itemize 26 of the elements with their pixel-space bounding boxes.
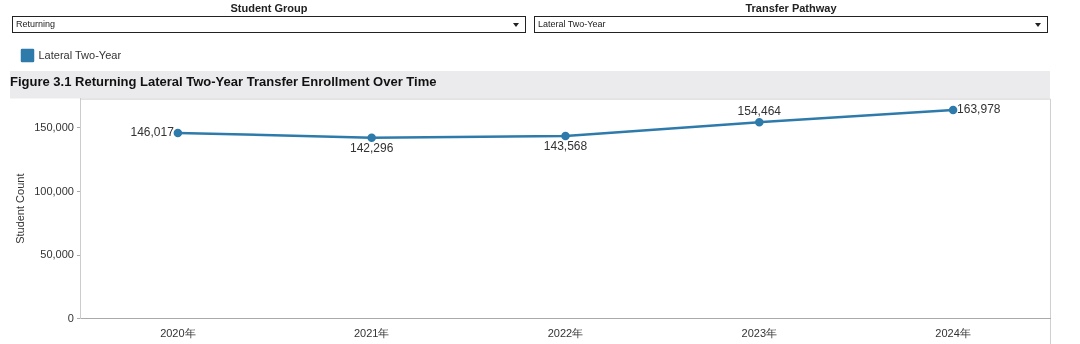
data-label: 163,978 — [957, 102, 1001, 117]
y-tick-label: 100,000 — [34, 184, 74, 197]
data-label: 154,464 — [737, 103, 782, 118]
dropdown: Returning — [12, 16, 526, 33]
y-tick-label: 0 — [67, 311, 74, 324]
data-label: 146,017 — [130, 125, 175, 140]
text: Student Group — [229, 2, 309, 16]
dropdown: Lateral Two-Year — [534, 16, 1048, 33]
x-tick-label: 2021年 — [353, 327, 390, 340]
point — [755, 117, 764, 127]
data-label: 143,568 — [543, 139, 588, 154]
y-tick-label: 50,000 — [40, 248, 74, 261]
x-tick-label: 2022年 — [547, 327, 584, 340]
data-label: 142,296 — [349, 140, 394, 155]
y-tick-label: 150,000 — [34, 120, 74, 133]
y-axis-title: Student Count — [13, 173, 26, 244]
x-tick-label: 2023年 — [741, 327, 778, 340]
text: Transfer Pathway — [744, 2, 838, 16]
point — [948, 105, 958, 115]
point — [561, 131, 570, 141]
x-tick-label: 2020年 — [160, 327, 196, 340]
x-tick-label: 2024年 — [935, 327, 971, 340]
legend-label: Lateral Two-Year — [38, 48, 122, 61]
point — [367, 133, 376, 142]
point — [173, 128, 183, 138]
chart-title: Figure 3.1 Returning Lateral Two-Year Transfer Enrollment Over Time — [10, 74, 437, 90]
